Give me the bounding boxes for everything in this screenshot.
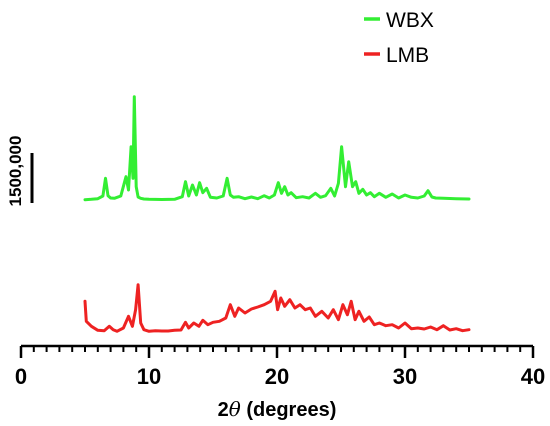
x-axis-title: 2θ (degrees): [218, 397, 337, 421]
series-line-lmb: [83, 283, 471, 333]
x-tick-label: 10: [137, 364, 161, 389]
x-tick-label: 20: [265, 364, 289, 389]
scale-bar-label: 1500,000: [6, 136, 25, 207]
x-major-ticks: 0 10 20 30 40: [15, 346, 545, 389]
legend-label-wbx: WBX: [386, 9, 434, 32]
x-axis-title-prefix: 2: [218, 399, 229, 421]
x-axis-title-theta: θ: [229, 397, 241, 421]
series-line-wbx: [83, 95, 471, 202]
legend: WBX LMB: [364, 9, 434, 67]
x-tick-label: 0: [15, 364, 27, 389]
x-axis-title-suffix: (degrees): [241, 399, 337, 421]
x-tick-label: 40: [521, 364, 545, 389]
x-tick-label: 30: [393, 364, 417, 389]
legend-label-lmb: LMB: [386, 44, 429, 67]
